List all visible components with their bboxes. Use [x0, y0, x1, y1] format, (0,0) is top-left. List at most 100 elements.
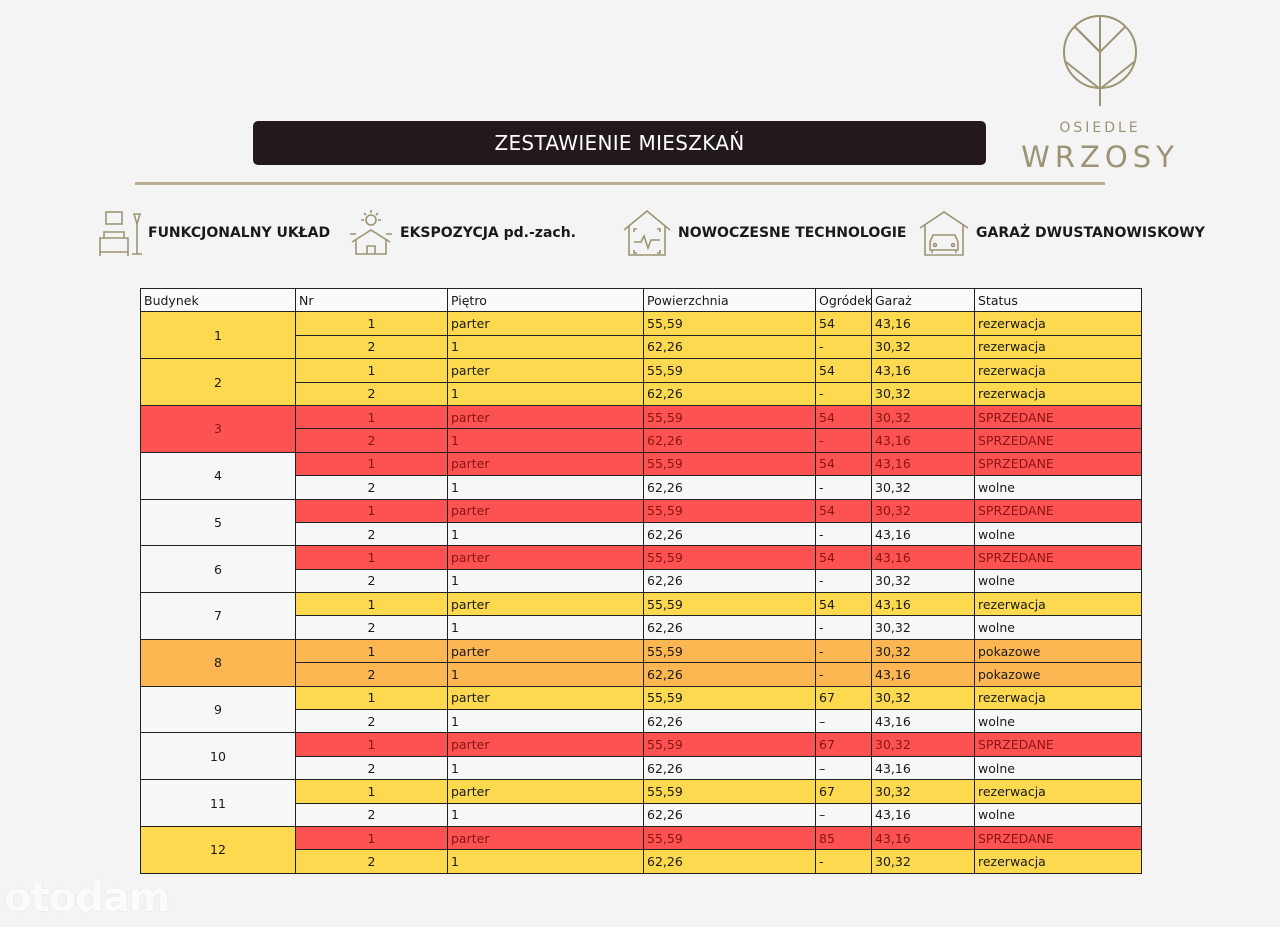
- table-row: 3 1 parter 55,59 54 30,32 SPRZEDANE: [140, 404, 1142, 453]
- feature-technology: NOWOCZESNE TECHNOLOGIE: [622, 208, 907, 258]
- area-cell: 55,59: [643, 358, 816, 383]
- garage-cell: 30,32: [871, 498, 975, 523]
- status-cell: wolne: [974, 568, 1142, 594]
- nr-cell: 2: [295, 521, 448, 547]
- nr-cell: 2: [295, 615, 448, 640]
- garden-cell: 67: [815, 779, 872, 804]
- status-cell: SPRZEDANE: [974, 498, 1142, 523]
- page-title: ZESTAWIENIE MIESZKAŃ: [253, 121, 986, 165]
- area-cell: 62,26: [643, 334, 816, 360]
- building-cell: 11: [140, 779, 296, 827]
- status-cell: SPRZEDANE: [974, 732, 1142, 757]
- divider: [135, 182, 1105, 185]
- garage-cell: 30,32: [871, 404, 975, 430]
- building-cell: 5: [140, 498, 296, 547]
- floor-cell: 1: [447, 662, 644, 687]
- garden-cell: –: [815, 755, 872, 781]
- area-cell: 55,59: [643, 592, 816, 617]
- garage-cell: 43,16: [871, 662, 975, 687]
- status-cell: SPRZEDANE: [974, 825, 1142, 851]
- floor-cell: parter: [447, 311, 644, 336]
- status-cell: SPRZEDANE: [974, 451, 1142, 477]
- floor-cell: parter: [447, 498, 644, 523]
- table-row: 2 1 62,26-43,16 SPRZEDANE: [141, 428, 1142, 453]
- floor-cell: parter: [447, 451, 644, 477]
- feature-label: NOWOCZESNE TECHNOLOGIE: [678, 225, 907, 241]
- garage-cell: 30,32: [871, 685, 975, 711]
- garage-cell: 30,32: [871, 334, 975, 360]
- table-row: 2 1 62,26-30,32 rezerwacja: [141, 381, 1142, 406]
- floor-cell: 1: [447, 615, 644, 640]
- garage-cell: 43,16: [871, 592, 975, 617]
- watermark: otodam: [4, 875, 170, 921]
- area-cell: 62,26: [643, 755, 816, 781]
- nr-cell: 2: [295, 662, 448, 687]
- table-row: 2 1 62,26-30,32 wolne: [141, 568, 1142, 594]
- floor-cell: 1: [447, 521, 644, 547]
- status-cell: SPRZEDANE: [974, 545, 1142, 570]
- nr-cell: 2: [295, 568, 448, 594]
- nr-cell: 1: [295, 592, 448, 617]
- area-cell: 62,26: [643, 709, 816, 734]
- sun-house-icon: [350, 210, 392, 255]
- garage-cell: 43,16: [871, 521, 975, 547]
- status-cell: wolne: [974, 802, 1142, 827]
- garage-cell: 43,16: [871, 802, 975, 827]
- nr-cell: 2: [295, 428, 448, 453]
- garage-cell: 30,32: [871, 381, 975, 406]
- status-cell: SPRZEDANE: [974, 428, 1142, 453]
- table-row: 2 1 62,26–43,16 wolne: [141, 709, 1142, 734]
- garage-cell: 43,16: [871, 428, 975, 453]
- table-row: 2 1 62,26-43,16 pokazowe: [141, 662, 1142, 687]
- garage-cell: 43,16: [871, 825, 975, 851]
- floor-cell: 1: [447, 849, 644, 874]
- floor-cell: 1: [447, 568, 644, 594]
- table-row: 7 1 parter 55,59 54 43,16 rezerwacja: [140, 592, 1142, 640]
- area-cell: 55,59: [643, 545, 816, 570]
- furniture-icon: [99, 211, 142, 256]
- feature-label: GARAŻ DWUSTANOWISKOWY: [976, 225, 1205, 241]
- table-row: 2 1 62,26-30,32 wolne: [141, 615, 1142, 640]
- garage-cell: 30,32: [871, 849, 975, 874]
- garden-cell: 54: [815, 451, 872, 477]
- status-cell: wolne: [974, 521, 1142, 547]
- header-area: Powierzchnia: [643, 287, 816, 313]
- table-row: 8 1 parter 55,59-30,32 pokazowe: [140, 638, 1142, 687]
- garage-cell: 30,32: [871, 638, 975, 664]
- floor-cell: 1: [447, 334, 644, 360]
- floor-cell: parter: [447, 638, 644, 664]
- status-cell: wolne: [974, 475, 1142, 500]
- garden-cell: –: [815, 709, 872, 734]
- nr-cell: 2: [295, 334, 448, 360]
- nr-cell: 1: [295, 779, 448, 804]
- nr-cell: 1: [295, 451, 448, 477]
- garden-cell: 54: [815, 404, 872, 430]
- area-cell: 55,59: [643, 498, 816, 523]
- feature-layout: FUNKCJONALNY UKŁAD: [96, 208, 330, 258]
- floor-cell: parter: [447, 358, 644, 383]
- area-cell: 62,26: [643, 849, 816, 874]
- nr-cell: 1: [295, 638, 448, 664]
- garden-cell: -: [815, 475, 872, 500]
- area-cell: 55,59: [643, 732, 816, 757]
- nr-cell: 2: [295, 381, 448, 406]
- status-cell: rezerwacja: [974, 311, 1142, 336]
- garden-cell: -: [815, 662, 872, 687]
- garage-cell: 30,32: [871, 732, 975, 757]
- header-building: Budynek: [140, 287, 296, 313]
- table-header-row: Budynek Nr Piętro Powierzchnia Ogródek G…: [140, 287, 1142, 313]
- garage-cell: 43,16: [871, 709, 975, 734]
- nr-cell: 2: [295, 755, 448, 781]
- status-cell: wolne: [974, 615, 1142, 640]
- status-cell: rezerwacja: [974, 381, 1142, 406]
- nr-cell: 2: [295, 802, 448, 827]
- area-cell: 55,59: [643, 825, 816, 851]
- table-row: 5 1 parter 55,59 54 30,32 SPRZEDANE: [140, 498, 1142, 547]
- nr-cell: 2: [295, 709, 448, 734]
- status-cell: pokazowe: [974, 662, 1142, 687]
- area-cell: 55,59: [643, 404, 816, 430]
- area-cell: 55,59: [643, 638, 816, 664]
- feature-label: FUNKCJONALNY UKŁAD: [148, 225, 331, 241]
- garage-cell: 30,32: [871, 568, 975, 594]
- smart-home-icon: [623, 209, 671, 256]
